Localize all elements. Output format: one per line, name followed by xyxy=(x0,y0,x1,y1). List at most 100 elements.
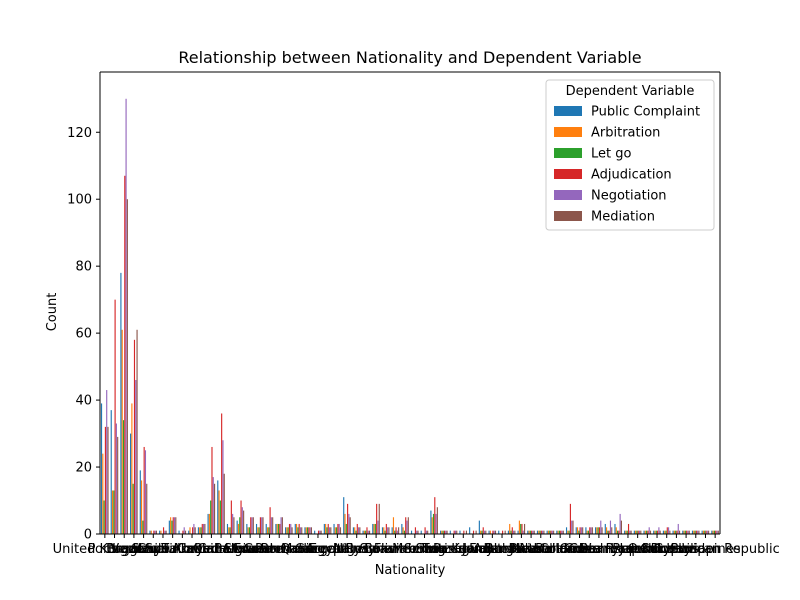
legend-entry-label: Public Complaint xyxy=(591,105,700,120)
bar xyxy=(217,480,219,534)
x-tick-label: Jordan xyxy=(461,542,503,557)
x-tick-label: Uruguay xyxy=(106,542,162,557)
bar xyxy=(697,530,699,534)
bar xyxy=(290,523,292,534)
x-tick-label: Norway xyxy=(642,542,692,557)
x-tick-label: Bahrain xyxy=(535,542,585,557)
bar xyxy=(454,530,457,534)
bar xyxy=(334,527,336,534)
bar xyxy=(636,530,638,534)
bar xyxy=(582,527,584,534)
bar xyxy=(149,530,151,534)
bar xyxy=(493,530,495,534)
axes: 0 20 40 60 80 100 120 United KingdomPortugalBra… xyxy=(53,71,780,557)
bar xyxy=(319,530,321,534)
bar xyxy=(132,483,134,534)
x-tick-label: Sweden xyxy=(670,542,721,557)
bar xyxy=(111,490,114,534)
x-tick-label: Argentina xyxy=(306,542,369,557)
bar xyxy=(345,523,347,534)
bar xyxy=(287,527,289,534)
bar xyxy=(676,530,678,534)
bar xyxy=(677,523,679,534)
bar xyxy=(687,530,689,534)
bar xyxy=(488,530,490,534)
bar xyxy=(114,299,116,534)
legend-swatch xyxy=(554,190,582,200)
bar xyxy=(425,530,427,534)
bar xyxy=(494,530,497,534)
bar xyxy=(606,527,608,534)
bar xyxy=(384,530,386,534)
bar xyxy=(604,523,606,534)
bar xyxy=(146,483,148,534)
y-tick-label: 0 xyxy=(84,528,92,543)
legend-swatch xyxy=(554,127,582,137)
bar xyxy=(366,527,368,534)
bar xyxy=(585,527,587,534)
bar xyxy=(314,530,316,534)
bar xyxy=(276,523,278,534)
x-tick-label: Czech Republic xyxy=(569,542,668,557)
bar xyxy=(507,530,509,534)
x-tick-label: Denmark xyxy=(579,542,639,557)
x-tick-label: Nigeria xyxy=(333,542,380,557)
bar xyxy=(124,175,126,534)
bar xyxy=(325,523,327,534)
bar xyxy=(442,530,444,534)
legend-entry-label: Mediation xyxy=(591,210,655,225)
x-tick-label: Bolivia xyxy=(364,542,407,557)
bar xyxy=(436,507,438,534)
bar xyxy=(189,527,191,534)
bar xyxy=(589,527,591,534)
legend-swatch xyxy=(554,169,582,179)
bar xyxy=(258,527,260,534)
bar xyxy=(453,530,455,534)
bar xyxy=(644,530,646,534)
bar xyxy=(446,530,448,534)
bar xyxy=(373,523,375,534)
legend: Dependent Variable Public Complaint Arbitr… xyxy=(545,79,715,231)
legend-entry-label: Negotiation xyxy=(591,189,667,204)
bar xyxy=(686,530,688,534)
x-tick-label: Ecuador xyxy=(233,542,287,557)
bar xyxy=(153,530,155,534)
bar xyxy=(635,530,637,534)
bar xyxy=(368,530,371,534)
bar xyxy=(665,530,667,534)
bar xyxy=(572,520,574,534)
bar xyxy=(528,530,530,534)
bar xyxy=(618,530,620,534)
bar xyxy=(107,426,109,534)
bar xyxy=(702,530,705,534)
bar xyxy=(417,530,419,534)
x-tick-label: United Kingdom xyxy=(53,542,157,557)
bar xyxy=(115,423,117,534)
bar xyxy=(616,530,619,534)
bar xyxy=(489,530,491,534)
bar xyxy=(547,530,550,534)
bar xyxy=(542,530,544,534)
plot-area: 0 20 40 60 80 100 120 United KingdomPortugalBra… xyxy=(53,71,780,557)
x-tick-label: Russia xyxy=(346,542,388,557)
bar xyxy=(133,339,136,534)
bar xyxy=(210,500,212,534)
bar xyxy=(662,530,664,534)
bar xyxy=(194,527,196,534)
bar xyxy=(339,527,342,534)
bar xyxy=(385,523,387,534)
bar xyxy=(144,450,147,534)
bar xyxy=(299,527,302,534)
y-tick-label: 80 xyxy=(75,260,92,275)
bar xyxy=(611,527,613,534)
bar xyxy=(637,530,639,534)
bar xyxy=(100,403,103,534)
bar xyxy=(527,530,529,534)
bar xyxy=(183,527,185,534)
x-tick-label: Egypt xyxy=(309,542,347,557)
bar xyxy=(363,530,365,534)
bar xyxy=(352,527,354,534)
bar xyxy=(296,523,298,534)
bar xyxy=(392,517,395,534)
bar xyxy=(359,527,361,534)
